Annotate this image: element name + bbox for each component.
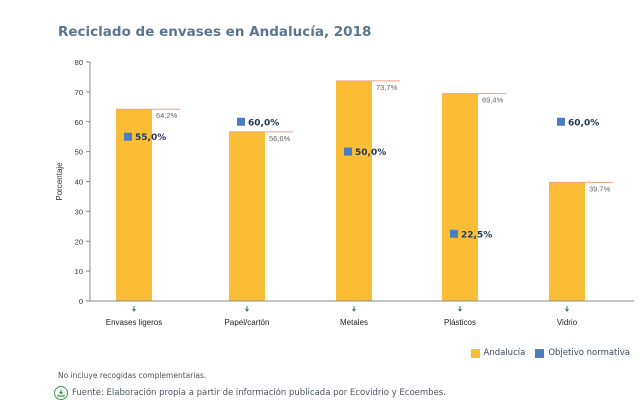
target-value-label: 50,0% bbox=[355, 148, 386, 158]
source-text: Fuente: Elaboración propia a partir de i… bbox=[72, 388, 446, 398]
x-tick-mark bbox=[132, 306, 136, 312]
target-value-label: 60,0% bbox=[568, 118, 599, 128]
chart-title: Reciclado de envases en Andalucía, 2018 bbox=[58, 24, 372, 40]
y-tick-label: 60 bbox=[75, 118, 83, 127]
bar-value-label: 73,7% bbox=[376, 83, 398, 92]
bar-value-label: 56,6% bbox=[269, 134, 291, 143]
bar-value-label: 64,2% bbox=[156, 111, 178, 120]
bar-andalucia bbox=[116, 109, 152, 301]
bar-chart: 0 10 20 30 40 50 60 70 80 Porcentaje 64,2% 55,0% Env… bbox=[55, 58, 634, 327]
target-marker bbox=[237, 117, 245, 126]
legend-item-objetivo: Objetivo normativa bbox=[535, 348, 630, 358]
x-tick-label: Plásticos bbox=[444, 318, 476, 327]
target-value-label: 60,0% bbox=[248, 118, 279, 128]
legend-label-objetivo: Objetivo normativa bbox=[548, 348, 630, 358]
y-tick-label: 20 bbox=[75, 237, 83, 246]
bar-andalucia bbox=[229, 131, 265, 301]
x-tick-label: Papel/cartón bbox=[225, 318, 270, 327]
y-axis-label: Porcentaje bbox=[55, 162, 64, 201]
bar-andalucia bbox=[549, 182, 585, 301]
y-tick-label: 30 bbox=[75, 207, 83, 216]
bar-andalucia bbox=[442, 93, 478, 301]
bar-value-label: 39,7% bbox=[589, 184, 611, 193]
x-tick-mark bbox=[352, 306, 356, 312]
x-tick-label: Metales bbox=[340, 318, 368, 327]
y-tick-label: 40 bbox=[75, 178, 83, 187]
bar-value-label: 69,4% bbox=[482, 96, 504, 105]
legend-item-andalucia: Andalucía bbox=[470, 348, 526, 358]
x-tick-mark bbox=[565, 306, 569, 312]
legend-swatch-objetivo bbox=[535, 348, 545, 358]
source-line: Fuente: Elaboración propia a partir de i… bbox=[54, 386, 446, 400]
footnote: No incluye recogidas complementarias. bbox=[58, 371, 207, 380]
x-tick-label: Vidrio bbox=[557, 318, 578, 327]
x-tick-mark bbox=[458, 306, 462, 312]
bar-andalucia bbox=[336, 80, 372, 301]
target-marker bbox=[124, 132, 132, 141]
legend: Andalucía Objetivo normativa bbox=[470, 348, 630, 358]
target-marker bbox=[557, 117, 565, 126]
x-tick-label: Envases ligeros bbox=[106, 318, 162, 327]
legend-label-andalucia: Andalucía bbox=[483, 348, 526, 358]
target-value-label: 22,5% bbox=[461, 230, 492, 240]
x-tick-mark bbox=[245, 306, 249, 312]
legend-swatch-andalucia bbox=[470, 348, 480, 358]
download-icon[interactable] bbox=[54, 386, 68, 400]
y-tick-label: 70 bbox=[75, 88, 83, 97]
y-tick-label: 80 bbox=[75, 58, 83, 67]
target-value-label: 55,0% bbox=[135, 133, 166, 143]
target-marker bbox=[344, 147, 352, 156]
y-tick-label: 50 bbox=[75, 148, 83, 157]
y-tick-label: 0 bbox=[79, 297, 83, 306]
y-tick-label: 10 bbox=[75, 267, 83, 276]
target-marker bbox=[450, 229, 458, 238]
